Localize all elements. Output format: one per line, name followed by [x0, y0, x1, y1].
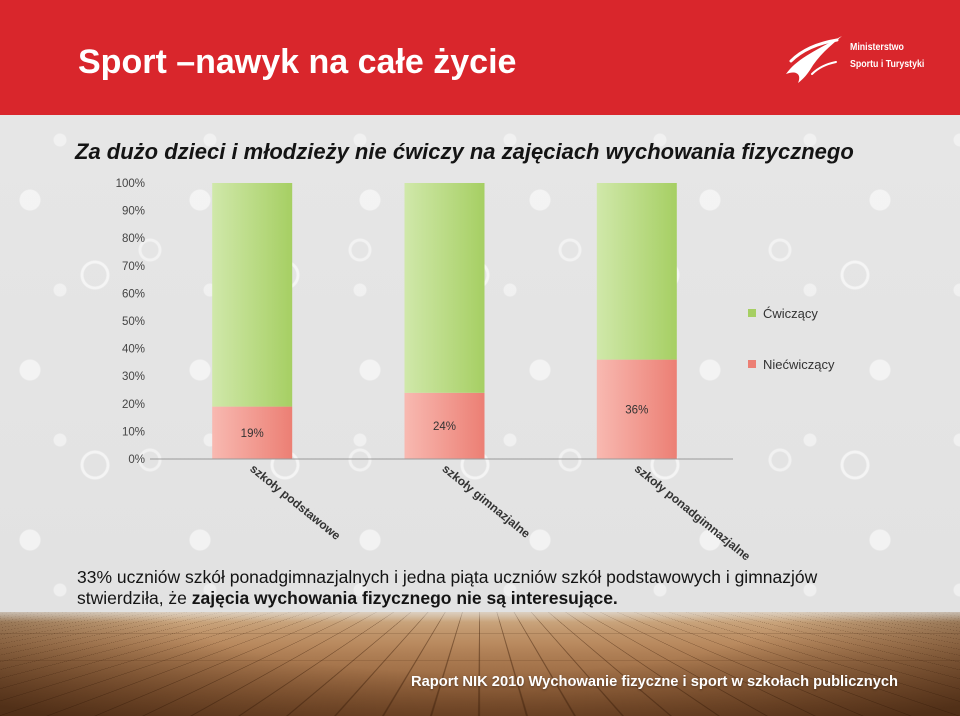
caption-line-2-bold: zajęcia wychowania fizycznego nie są int…: [191, 588, 618, 608]
logo-line-sportu-i-turystyki: Sportu i Turystyki: [850, 58, 925, 70]
x-category-label: szkoły podstawowe: [247, 461, 343, 543]
stacked-bar-chart: 0% 10% 20% 30% 40% 50% 60% 70% 80% 90% 100% 19% szko…: [116, 178, 835, 564]
chart-title: Za dużo dzieci i młodzieży nie ćwiczy na…: [75, 139, 854, 164]
y-tick-label: 0%: [128, 454, 145, 466]
data-label: 19%: [241, 428, 264, 440]
caption-line-2: stwierdziła, że zajęcia wychowania fizyc…: [77, 588, 817, 609]
bar-segment-niecwiczacy: [404, 392, 485, 459]
y-tick-label: 70%: [122, 261, 145, 273]
legend-label-cwiczacy: Ćwiczący: [763, 306, 818, 321]
x-category-label: szkoły gimnazjalne: [440, 461, 534, 540]
legend-swatch-niecwiczacy: [748, 360, 756, 368]
legend-swatch-cwiczacy: [748, 309, 756, 317]
data-label: 36%: [625, 404, 648, 416]
footer-source: Raport NIK 2010 Wychowanie fizyczne i sp…: [411, 674, 898, 690]
caption-line-1: 33% uczniów szkół ponadgimnazjalnych i j…: [77, 567, 818, 587]
y-tick-label: 50%: [122, 316, 145, 328]
bar-segment-niecwiczacy: [212, 406, 293, 459]
floor-planks: [0, 612, 960, 716]
legend-label-niecwiczacy: Niećwiczący: [763, 357, 835, 372]
logo-line-ministerstwo: Ministerstwo: [850, 41, 904, 53]
bar-segment-niecwiczacy: [596, 359, 677, 459]
data-label: 24%: [433, 421, 456, 433]
slide-title: Sport –nawyk na całe życie: [78, 43, 517, 81]
y-tick-label: 40%: [122, 344, 145, 356]
y-tick-label: 60%: [122, 288, 145, 300]
y-tick-label: 20%: [122, 399, 145, 411]
header-bar: Sport –nawyk na całe życie Ministerstwo …: [0, 0, 960, 115]
y-tick-label: 10%: [122, 426, 145, 438]
logo-swoosh-flame: [786, 36, 842, 83]
caption-line-2-regular: stwierdziła, że: [77, 588, 187, 608]
y-tick-label: 80%: [122, 233, 145, 245]
logo-swoosh-tail: [811, 61, 837, 75]
x-category-label: szkoły ponadgimnazjalne: [632, 461, 754, 563]
y-tick-label: 90%: [122, 206, 145, 218]
wooden-floor: [0, 612, 960, 716]
bar-segment-cwiczacy: [404, 183, 485, 393]
ministry-logo-text: Ministerstwo Sportu i Turystyki: [850, 39, 924, 73]
logo-swoosh-arc: [789, 38, 839, 63]
y-tick-label: 100%: [116, 178, 145, 190]
caption: 33% uczniów szkół ponadgimnazjalnych i j…: [77, 567, 817, 609]
y-tick-label: 30%: [122, 371, 145, 383]
bar-segment-cwiczacy: [212, 183, 293, 407]
bar-segment-cwiczacy: [596, 183, 677, 360]
ministry-logo-icon: [786, 36, 842, 83]
